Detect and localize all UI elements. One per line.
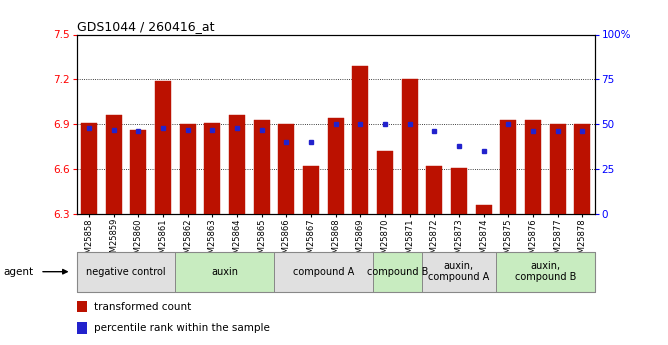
Bar — [550, 124, 566, 214]
Bar — [377, 151, 393, 214]
Text: negative control: negative control — [86, 267, 166, 277]
Bar — [574, 124, 591, 214]
Text: agent: agent — [3, 267, 33, 277]
Bar — [328, 118, 343, 214]
Bar — [204, 123, 220, 214]
Bar — [77, 322, 87, 334]
Bar — [401, 79, 418, 214]
Text: compound B: compound B — [367, 267, 428, 277]
Bar — [303, 166, 319, 214]
Bar — [81, 123, 97, 214]
Bar — [77, 301, 87, 313]
Bar — [476, 205, 492, 214]
Bar — [525, 120, 541, 214]
Bar — [180, 124, 196, 214]
Bar — [451, 168, 467, 214]
Text: auxin,
compound B: auxin, compound B — [514, 261, 576, 283]
Bar — [373, 252, 422, 292]
Bar — [77, 252, 176, 292]
Bar — [106, 115, 122, 214]
Text: GDS1044 / 260416_at: GDS1044 / 260416_at — [77, 20, 214, 33]
Bar — [500, 120, 516, 214]
Bar — [130, 130, 146, 214]
Bar — [274, 252, 373, 292]
Bar — [426, 166, 442, 214]
Text: percentile rank within the sample: percentile rank within the sample — [94, 323, 269, 333]
Bar — [279, 124, 295, 214]
Bar — [155, 81, 171, 214]
Bar — [229, 115, 245, 214]
Bar — [352, 66, 368, 214]
Bar — [254, 120, 270, 214]
Bar — [496, 252, 595, 292]
Text: auxin,
compound A: auxin, compound A — [428, 261, 490, 283]
Bar — [422, 252, 496, 292]
Bar — [176, 252, 274, 292]
Text: compound A: compound A — [293, 267, 354, 277]
Text: transformed count: transformed count — [94, 302, 191, 312]
Text: auxin: auxin — [211, 267, 238, 277]
